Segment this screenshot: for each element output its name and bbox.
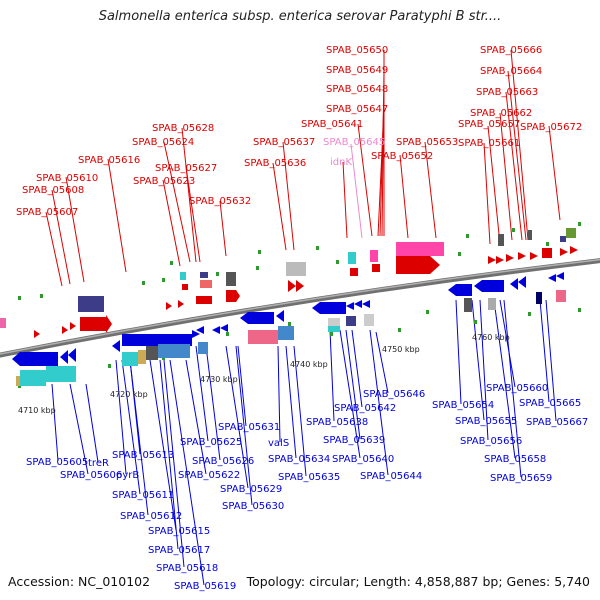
gene-label[interactable]: SPAB_05648: [326, 84, 388, 95]
gene-label[interactable]: SPAB_05653: [396, 137, 458, 148]
genome-backbone-highlight: [0, 258, 600, 355]
gene-label[interactable]: SPAB_05657: [458, 119, 520, 130]
gene-label[interactable]: SPAB_05641: [301, 119, 363, 130]
gene-label[interactable]: SPAB_05639: [323, 435, 385, 446]
gene-label[interactable]: SPAB_05646: [363, 389, 425, 400]
gene-label[interactable]: SPAB_05631: [218, 422, 280, 433]
gene-label[interactable]: SPAB_05664: [480, 66, 542, 77]
gene-label[interactable]: SPAB_05654: [432, 400, 494, 411]
gene-label[interactable]: SPAB_05625: [180, 437, 242, 448]
scale-label: 4740 kbp: [290, 360, 328, 369]
forward-callout-lines: [45, 49, 561, 287]
gene-label[interactable]: treR: [88, 458, 109, 469]
gene-label[interactable]: SPAB_05622: [178, 470, 240, 481]
gene-label[interactable]: SPAB_05618: [156, 563, 218, 574]
gene-label[interactable]: SPAB_05655: [455, 416, 517, 427]
gene-label[interactable]: SPAB_05627: [155, 163, 217, 174]
gene-label[interactable]: SPAB_05637: [253, 137, 315, 148]
genome-backbone: [0, 258, 600, 358]
gene-label[interactable]: SPAB_05665: [519, 398, 581, 409]
gene-label[interactable]: SPAB_05635: [278, 472, 340, 483]
gene-label[interactable]: SPAB_05632: [189, 196, 251, 207]
reverse-genes: [12, 272, 566, 386]
gene-label[interactable]: SPAB_05628: [152, 123, 214, 134]
gene-label[interactable]: pyrB: [116, 470, 139, 481]
gene-label[interactable]: SPAB_05642: [334, 403, 396, 414]
gene-label[interactable]: SPAB_05662: [470, 108, 532, 119]
gene-label[interactable]: SPAB_05640: [332, 454, 394, 465]
gene-label[interactable]: SPAB_05615: [148, 526, 210, 537]
gene-label[interactable]: SPAB_05630: [222, 501, 284, 512]
gene-label[interactable]: SPAB_05629: [220, 484, 282, 495]
scale-labels: 4710 kbp 4720 kbp 4730 kbp 4740 kbp 4750…: [18, 333, 510, 415]
gene-label[interactable]: SPAB_05644: [360, 471, 422, 482]
forward-genes: [0, 228, 578, 338]
gene-label[interactable]: SPAB_05624: [132, 137, 194, 148]
gene-label[interactable]: SPAB_05619: [174, 581, 236, 592]
gene-label[interactable]: SPAB_05647: [326, 104, 388, 115]
gene-label[interactable]: SPAB_05611: [112, 490, 174, 501]
gene-label[interactable]: SPAB_05652: [371, 151, 433, 162]
gene-label[interactable]: SPAB_05659: [490, 473, 552, 484]
reverse-gene-labels: SPAB_05646 SPAB_05642 SPAB_05638 SPAB_05…: [26, 383, 588, 592]
gene-label[interactable]: SPAB_05666: [480, 45, 542, 56]
gene-label[interactable]: SPAB_05608: [22, 185, 84, 196]
scale-label: 4760 kbp: [472, 333, 510, 342]
gene-label[interactable]: SPAB_05634: [268, 454, 330, 465]
gene-label[interactable]: SPAB_05638: [306, 417, 368, 428]
topology-label: Topology: circular; Length: 4,858,887 bp…: [246, 574, 590, 589]
map-title: Salmonella enterica subsp. enterica sero…: [98, 9, 502, 24]
gene-label[interactable]: SPAB_05610: [36, 173, 98, 184]
gene-label[interactable]: SPAB_05658: [484, 454, 546, 465]
gene-label[interactable]: SPAB_05645: [323, 137, 385, 148]
gene-label[interactable]: SPAB_05605: [26, 457, 88, 468]
gene-label[interactable]: SPAB_05626: [192, 456, 254, 467]
gene-label[interactable]: SPAB_05650: [326, 45, 388, 56]
gene-label[interactable]: SPAB_05636: [244, 158, 306, 169]
gene-label[interactable]: SPAB_05672: [520, 122, 582, 133]
reverse-callout-lines: [51, 299, 557, 586]
scale-label: 4750 kbp: [382, 345, 420, 354]
gene-label[interactable]: SPAB_05660: [486, 383, 548, 394]
accession-label: Accession: NC_010102: [8, 574, 151, 589]
gene-label[interactable]: idnK: [330, 157, 352, 168]
forward-gene-labels: SPAB_05650 SPAB_05649 SPAB_05648 SPAB_05…: [16, 45, 582, 218]
gene-label[interactable]: SPAB_05663: [476, 87, 538, 98]
scale-label: 4720 kbp: [110, 390, 148, 399]
gene-label[interactable]: SPAB_05617: [148, 545, 210, 556]
gene-label[interactable]: SPAB_05661: [458, 138, 520, 149]
idnK-callout-line: [350, 143, 363, 239]
gene-label[interactable]: SPAB_05612: [120, 511, 182, 522]
gene-label[interactable]: SPAB_05623: [133, 176, 195, 187]
scale-label: 4710 kbp: [18, 406, 56, 415]
gene-label[interactable]: SPAB_05656: [460, 436, 522, 447]
gene-label[interactable]: SPAB_05607: [16, 207, 78, 218]
gene-label[interactable]: SPAB_05606: [60, 470, 122, 481]
gene-label[interactable]: SPAB_05616: [78, 155, 140, 166]
gene-label[interactable]: SPAB_05613: [112, 450, 174, 461]
gene-label[interactable]: valS: [268, 438, 289, 449]
scale-label: 4730 kbp: [200, 375, 238, 384]
gene-label[interactable]: SPAB_05649: [326, 65, 388, 76]
gene-label[interactable]: SPAB_05667: [526, 417, 588, 428]
